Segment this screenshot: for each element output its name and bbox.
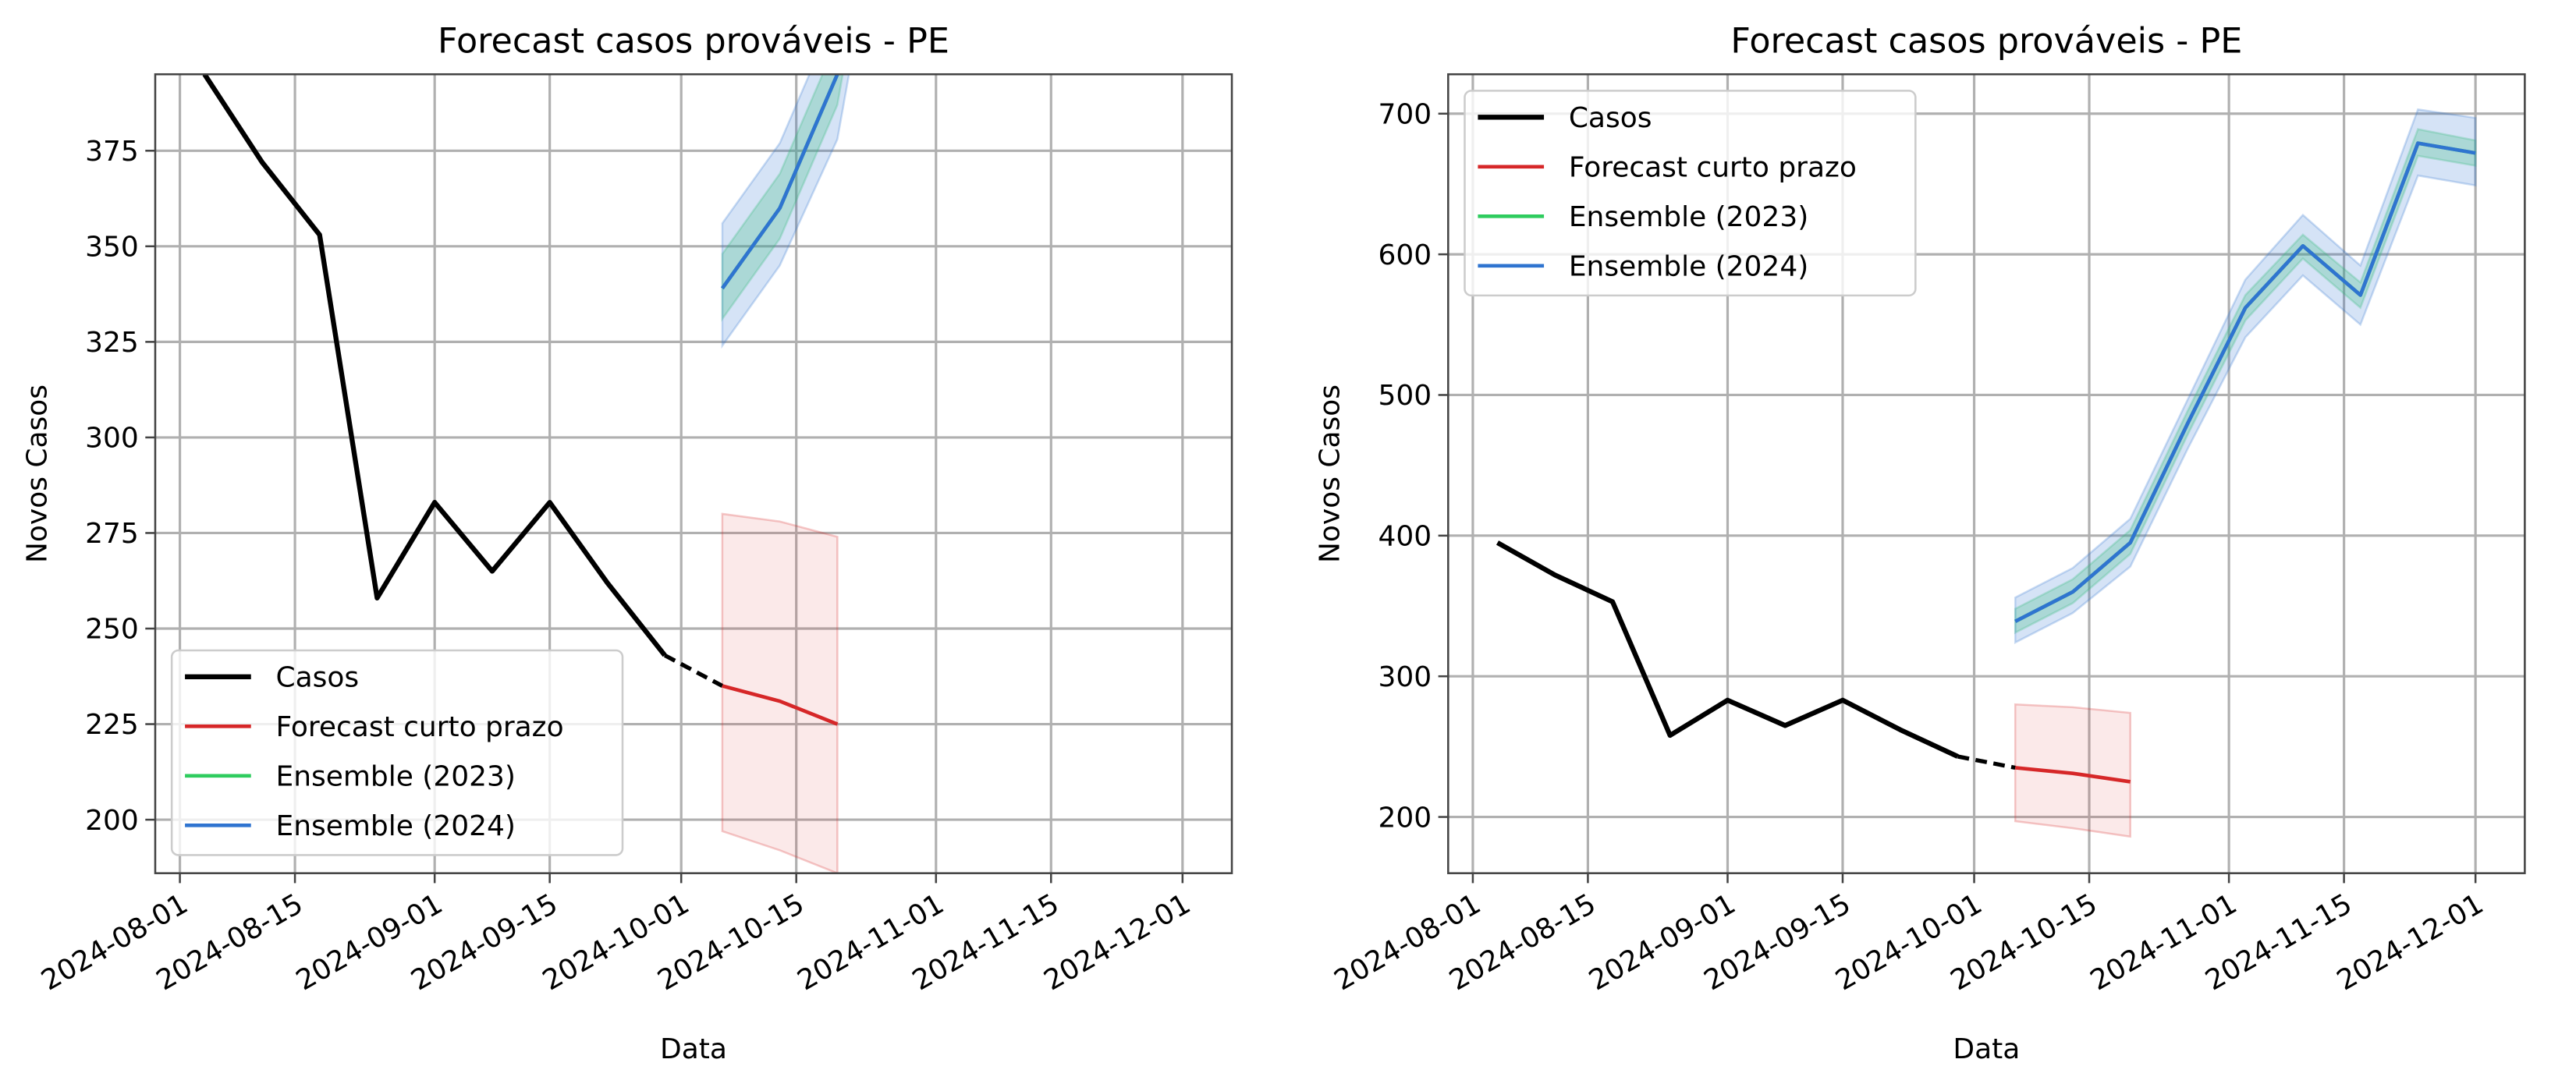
legend-label: Ensemble (2024) [275, 810, 515, 842]
y-tick-label: 300 [85, 423, 139, 455]
y-tick-label: 275 [85, 518, 139, 550]
y-tick-label: 500 [1378, 380, 1432, 412]
y-tick-label: 250 [85, 614, 139, 646]
confidence-band [2014, 108, 2477, 644]
axes-frame [154, 73, 1233, 874]
y-tick-label: 350 [85, 232, 139, 264]
legend-label: Ensemble (2023) [1569, 201, 1808, 233]
y-tick-label: 700 [1378, 98, 1432, 130]
confidence-band [2014, 128, 2477, 635]
y-tick-label: 600 [1378, 239, 1432, 271]
legend-box [1464, 90, 1917, 297]
chart-title: Forecast casos prováveis - PE [1730, 22, 2242, 62]
x-tick-label: 2024-12-01 [2332, 888, 2489, 997]
y-tick-label: 400 [1378, 521, 1432, 553]
legend: Casos Forecast curto prazo Ensemble (2023)… [1464, 90, 1917, 297]
series-line [1496, 540, 1959, 759]
connector [1957, 754, 2016, 770]
legend-label: Casos [1569, 102, 1652, 134]
legend-label: Forecast curto prazo [275, 711, 563, 743]
series-line [722, 684, 839, 726]
y-tick-label: 375 [85, 136, 139, 168]
x-axis-label: Data [1953, 1033, 2020, 1065]
axes-frame [1447, 73, 2526, 874]
chart-title: Forecast casos prováveis - PE [438, 22, 949, 62]
legend: Casos Forecast curto prazo Ensemble (2023)… [170, 649, 624, 856]
connector [663, 653, 724, 688]
confidence-band [721, 74, 850, 349]
legend-label: Ensemble (2024) [1569, 250, 1808, 282]
plot-area [202, 74, 850, 873]
x-axis-label: Data [660, 1033, 727, 1065]
series-line [2014, 141, 2476, 623]
legend-box [170, 649, 624, 856]
subplot: Forecast casos prováveis - PE Data Novos C… [21, 22, 1233, 1065]
y-tick-label: 325 [85, 327, 139, 359]
x-tick-label: 2024-12-01 [1038, 888, 1196, 997]
legend-label: Forecast curto prazo [1569, 151, 1857, 183]
series-line [202, 74, 667, 657]
legend-label: Casos [275, 662, 359, 694]
y-tick-label: 200 [1378, 802, 1432, 834]
subplot: Forecast casos prováveis - PE Data Novos C… [1315, 22, 2526, 1065]
plot-area [1496, 108, 2477, 838]
y-tick-label: 300 [1378, 661, 1432, 693]
y-axis-label: Novos Casos [1315, 384, 1347, 563]
series-line [2014, 766, 2131, 784]
confidence-band [2014, 703, 2131, 838]
legend-label: Ensemble (2023) [275, 761, 515, 793]
series-line [2014, 141, 2476, 623]
y-tick-label: 200 [85, 805, 139, 837]
series-line [720, 74, 839, 290]
confidence-band [721, 512, 839, 873]
y-axis-label: Novos Casos [21, 384, 53, 563]
y-tick-label: 225 [85, 709, 139, 741]
